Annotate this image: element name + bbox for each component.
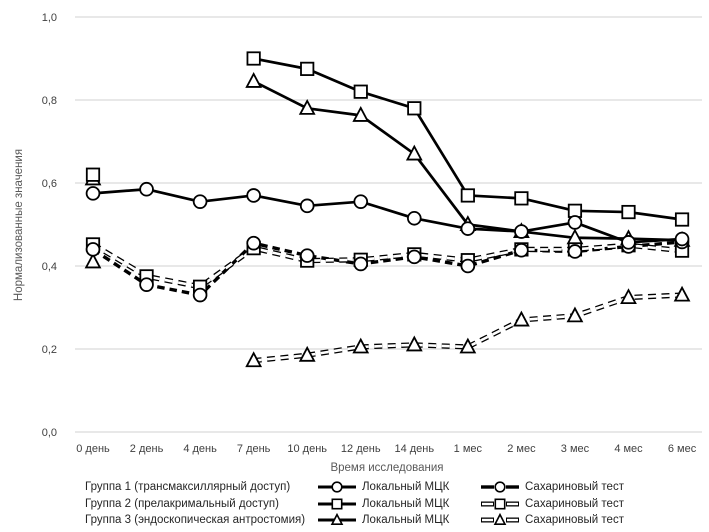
data-point-circle xyxy=(192,194,208,209)
data-point-circle xyxy=(299,198,315,214)
legend-group3-mck-label: Локальный МЦК xyxy=(362,514,450,527)
legend: Группа 1 (трансмаксиллярный доступ) Лока… xyxy=(85,479,624,529)
y-tick-label: 0,8 xyxy=(42,95,57,107)
legend-swatch-solid-circle-icon xyxy=(318,481,356,493)
data-point-circle xyxy=(85,242,101,257)
y-tick-label: 1,0 xyxy=(42,12,57,24)
data-point-circle xyxy=(139,181,154,197)
data-point-circle xyxy=(246,188,261,203)
x-tick-label: 10 день xyxy=(287,443,327,455)
data-point-triangle xyxy=(352,106,370,122)
chart-svg: Время исследования Нормализованные значе… xyxy=(13,12,702,474)
legend-row-group1: Группа 1 (трансмаксиллярный доступ) Лока… xyxy=(85,479,624,496)
data-point-circle xyxy=(246,235,261,251)
data-point-triangle xyxy=(405,335,423,352)
data-point-triangle xyxy=(673,285,691,302)
series-line-inner-3 xyxy=(92,243,683,289)
data-point-triangle xyxy=(84,252,102,269)
legend-marker-square-icon xyxy=(331,498,343,510)
y-tick-label: 0,2 xyxy=(42,344,57,356)
data-point-circle xyxy=(460,258,476,274)
data-point-circle xyxy=(674,231,690,247)
legend-marker-circle-icon xyxy=(331,481,343,493)
data-point-triangle xyxy=(405,144,423,161)
legend-row-group3: Группа 3 (эндоскопическая антростомия) Л… xyxy=(85,512,624,529)
data-point-square xyxy=(460,188,475,203)
y-tick-label: 0,6 xyxy=(42,178,57,190)
data-point-square xyxy=(353,84,368,99)
data-point-circle xyxy=(567,244,583,259)
series-line-1 xyxy=(92,240,683,297)
data-point-circle xyxy=(299,248,315,263)
x-tick-label: 4 день xyxy=(183,443,217,455)
x-tick-label: 3 мес xyxy=(561,443,590,455)
legend-marker-circle-icon xyxy=(494,481,506,493)
data-point-circle xyxy=(567,215,583,230)
data-point-circle xyxy=(353,256,369,272)
data-point-triangle xyxy=(352,337,370,354)
data-point-circle xyxy=(353,194,369,209)
data-point-triangle xyxy=(298,98,316,115)
data-point-square xyxy=(407,101,422,116)
legend-swatch-solid-triangle-icon xyxy=(318,513,356,526)
x-tick-label: 0 день xyxy=(76,443,110,455)
legend-group2-sach-label: Сахариновый тест xyxy=(525,497,624,510)
legend-swatch-dashed-triangle-icon xyxy=(481,513,519,526)
data-point-triangle xyxy=(620,288,637,305)
legend-marker-triangle-icon xyxy=(493,513,507,526)
legend-group2-label: Группа 2 (прелакримальный доступ) xyxy=(85,497,279,510)
legend-group1-mck-label: Локальный МЦК xyxy=(362,481,450,494)
legend-group1-label: Группа 1 (трансмаксиллярный доступ) xyxy=(85,481,291,494)
data-point-circle xyxy=(514,242,529,258)
data-point-square xyxy=(621,204,636,220)
data-point-circle xyxy=(85,186,101,201)
data-point-circle xyxy=(514,224,529,239)
data-point-square xyxy=(514,191,529,206)
legend-group2-mck-label: Локальный МЦК xyxy=(362,497,450,510)
legend-marker-square-icon xyxy=(494,498,506,510)
x-tick-label: 7 день xyxy=(237,443,271,455)
legend-swatch-solid-square-icon xyxy=(318,498,356,510)
x-tick-label: 12 день xyxy=(341,443,381,455)
series-line-0 xyxy=(92,187,683,244)
x-tick-label: 14 день xyxy=(394,443,434,455)
legend-marker-triangle-icon xyxy=(330,513,344,526)
data-point-triangle xyxy=(245,72,263,88)
data-point-triangle xyxy=(513,310,530,327)
data-point-triangle xyxy=(459,337,477,354)
data-point-square xyxy=(246,51,261,66)
y-axis-title: Нормализованные значения xyxy=(13,149,25,301)
y-tick-label: 0,0 xyxy=(42,427,57,439)
legend-group3-sach-label: Сахариновый тест xyxy=(525,514,624,527)
data-point-triangle xyxy=(245,351,263,368)
x-tick-label: 6 мес xyxy=(668,443,697,455)
data-point-circle xyxy=(192,287,208,303)
x-tick-label: 2 день xyxy=(130,443,164,455)
legend-group3-label: Группа 3 (эндоскопическая антростомия) xyxy=(85,514,306,527)
x-tick-label: 1 мес xyxy=(454,443,483,455)
y-tick-label: 0,4 xyxy=(42,261,57,273)
x-axis-title: Время исследования xyxy=(330,462,443,474)
data-point-circle xyxy=(139,277,154,292)
data-point-square xyxy=(300,61,315,76)
legend-swatch-dashed-circle-icon xyxy=(481,481,519,493)
x-tick-label: 4 мес xyxy=(614,443,643,455)
legend-row-group2: Группа 2 (прелакримальный доступ) Локаль… xyxy=(85,496,624,513)
legend-group1-sach-label: Сахариновый тест xyxy=(525,481,624,494)
data-point-triangle xyxy=(298,345,316,362)
legend-swatch-dashed-square-icon xyxy=(481,498,519,510)
x-tick-label: 2 мес xyxy=(507,443,536,455)
data-point-square xyxy=(674,212,690,227)
series-line-inner-5 xyxy=(253,293,683,362)
data-point-circle xyxy=(406,210,422,226)
data-point-circle xyxy=(460,221,476,236)
data-point-circle xyxy=(406,249,422,265)
data-point-square xyxy=(85,167,101,182)
data-point-circle xyxy=(621,235,636,250)
data-point-triangle xyxy=(566,306,584,323)
